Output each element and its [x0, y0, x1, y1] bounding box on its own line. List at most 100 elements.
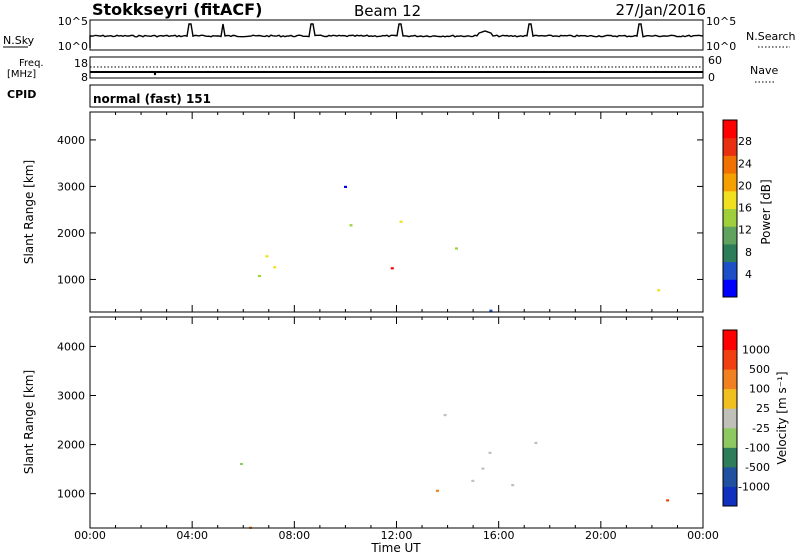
x-tick-label: 12:00	[381, 529, 413, 542]
scatter-cell	[443, 414, 447, 417]
velocity-colorbar-label: Velocity [m s⁻¹]	[775, 371, 789, 464]
velocity-panel: 1000 2000 3000 4000 Slant Range [km] 1000 50…	[22, 316, 789, 529]
power-panel-frame	[89, 111, 704, 313]
velocity-colorbar-tick: 1000	[742, 344, 770, 357]
noise-panel-frame	[89, 19, 704, 51]
power-panel: 1000 2000 3000 4000 Slant Range [km] 4 8 12 16…	[22, 111, 773, 313]
colorbar-segment	[723, 190, 737, 209]
colorbar-segment	[723, 447, 737, 468]
scatter-cell	[488, 451, 492, 454]
x-tick-label: 04:00	[176, 529, 208, 542]
velocity-colorbar-tick: 100	[749, 383, 770, 396]
y-tick-label: 1000	[57, 273, 85, 286]
scatter-cell	[344, 185, 347, 188]
beam-title: Beam 12	[354, 2, 421, 20]
velocity-colorbar-tick: 25	[756, 402, 770, 415]
time-axis: 00:00 04:00 08:00 12:00 16:00 20:00 00:00	[74, 112, 719, 542]
x-axis-label: Time UT	[370, 541, 421, 554]
noise-left-top-tick: 10^5	[58, 15, 88, 28]
velocity-colorbar-tick: 500	[749, 363, 770, 376]
scatter-cell	[489, 309, 493, 312]
colorbar-segment	[723, 120, 737, 139]
colorbar-segment	[723, 349, 737, 370]
scatter-cell	[481, 467, 485, 470]
colorbar-segment	[723, 173, 737, 192]
scatter-cell	[399, 220, 403, 223]
colorbar-segment	[723, 243, 737, 263]
velocity-colorbar-tick: -500	[745, 461, 770, 474]
power-y-label: Slant Range [km]	[22, 160, 36, 264]
colorbar-segment	[723, 261, 737, 280]
scatter-cell	[349, 224, 353, 227]
scatter-cell	[257, 274, 261, 278]
power-colorbar-label: Power [dB]	[759, 179, 773, 244]
colorbar-frame	[722, 119, 738, 298]
scatter-cell	[436, 489, 439, 492]
colorbar-segment	[723, 486, 737, 507]
x-tick-label: 08:00	[278, 529, 310, 542]
velocity-panel-frame	[89, 316, 704, 529]
colorbar-segment	[723, 427, 737, 448]
scatter-cell	[471, 479, 475, 482]
colorbar-segment	[723, 388, 737, 409]
velocity-colorbar-tick: -25	[752, 422, 770, 435]
y-tick-label: 2000	[57, 439, 85, 452]
freq-right-top-tick: 60	[708, 54, 722, 67]
scatter-cell	[273, 266, 277, 269]
freq-label-line2: [MHz]	[7, 69, 36, 80]
noise-right-bottom-tick: 10^0	[706, 40, 736, 53]
velocity-colorbar: 1000 500 100 25 -25 -100 -500 -1000	[722, 329, 770, 507]
noise-panel: N.Sky 10^5 10^0 10^5 10^0 N.Search	[3, 15, 796, 53]
velocity-colorbar-tick: -1000	[738, 480, 770, 493]
velocity-y-label: Slant Range [km]	[22, 370, 36, 474]
station-title: Stokkseyri (fitACF)	[92, 0, 262, 19]
noise-sky-trace	[89, 23, 703, 48]
colorbar-segment	[723, 408, 737, 429]
freq-left-top-tick: 18	[74, 57, 88, 70]
power-colorbar-tick: 8	[745, 246, 752, 259]
velocity-colorbar-tick: -100	[745, 441, 770, 454]
y-tick-label: 3000	[57, 180, 85, 193]
freq-right-bottom-tick: 0	[708, 71, 715, 84]
noise-left-label: N.Sky	[3, 34, 35, 47]
date-title: 27/Jan/2016	[616, 1, 707, 19]
power-colorbar-tick: 4	[745, 268, 752, 281]
power-colorbar: 4 8 12 16 20 24 28	[722, 119, 752, 298]
colorbar-segment	[723, 226, 737, 245]
cpid-panel-frame	[89, 84, 704, 108]
freq-outlier-dot	[153, 72, 157, 76]
freq-panel: Freq. [MHz] 18 8 60 0 Nave	[7, 54, 778, 84]
scatter-cell	[239, 462, 243, 466]
scatter-cell	[265, 255, 269, 258]
x-tick-label: 16:00	[483, 529, 515, 542]
noise-right-label: N.Search	[746, 30, 796, 43]
power-colorbar-tick: 16	[738, 202, 752, 215]
cpid-label: CPID	[7, 88, 36, 101]
x-tick-label: 00:00	[74, 529, 106, 542]
y-tick-label: 1000	[57, 488, 85, 501]
noise-left-bottom-tick: 10^0	[58, 40, 88, 53]
power-colorbar-tick: 28	[738, 135, 752, 148]
scatter-cell	[534, 441, 538, 444]
y-tick-label: 2000	[57, 227, 85, 240]
colorbar-segment	[723, 330, 737, 351]
x-tick-label: 00:00	[687, 529, 719, 542]
colorbar-segment	[723, 279, 737, 298]
power-y-axis: 1000 2000 3000 4000	[57, 134, 703, 286]
x-tick-label: 20:00	[585, 529, 617, 542]
scatter-cell	[455, 247, 458, 250]
power-colorbar-tick: 12	[738, 224, 752, 237]
velocity-y-axis: 1000 2000 3000 4000	[57, 340, 703, 501]
y-tick-label: 4000	[57, 134, 85, 147]
power-colorbar-tick: 24	[738, 157, 752, 170]
scatter-cell	[657, 289, 661, 292]
colorbar-segment	[723, 137, 737, 156]
colorbar-segment	[723, 369, 737, 390]
scatter-cell	[390, 267, 394, 270]
colorbar-frame	[722, 329, 738, 507]
colorbar-segment	[723, 208, 737, 227]
freq-label-line1: Freq.	[19, 58, 44, 69]
colorbar-segment	[723, 155, 737, 174]
